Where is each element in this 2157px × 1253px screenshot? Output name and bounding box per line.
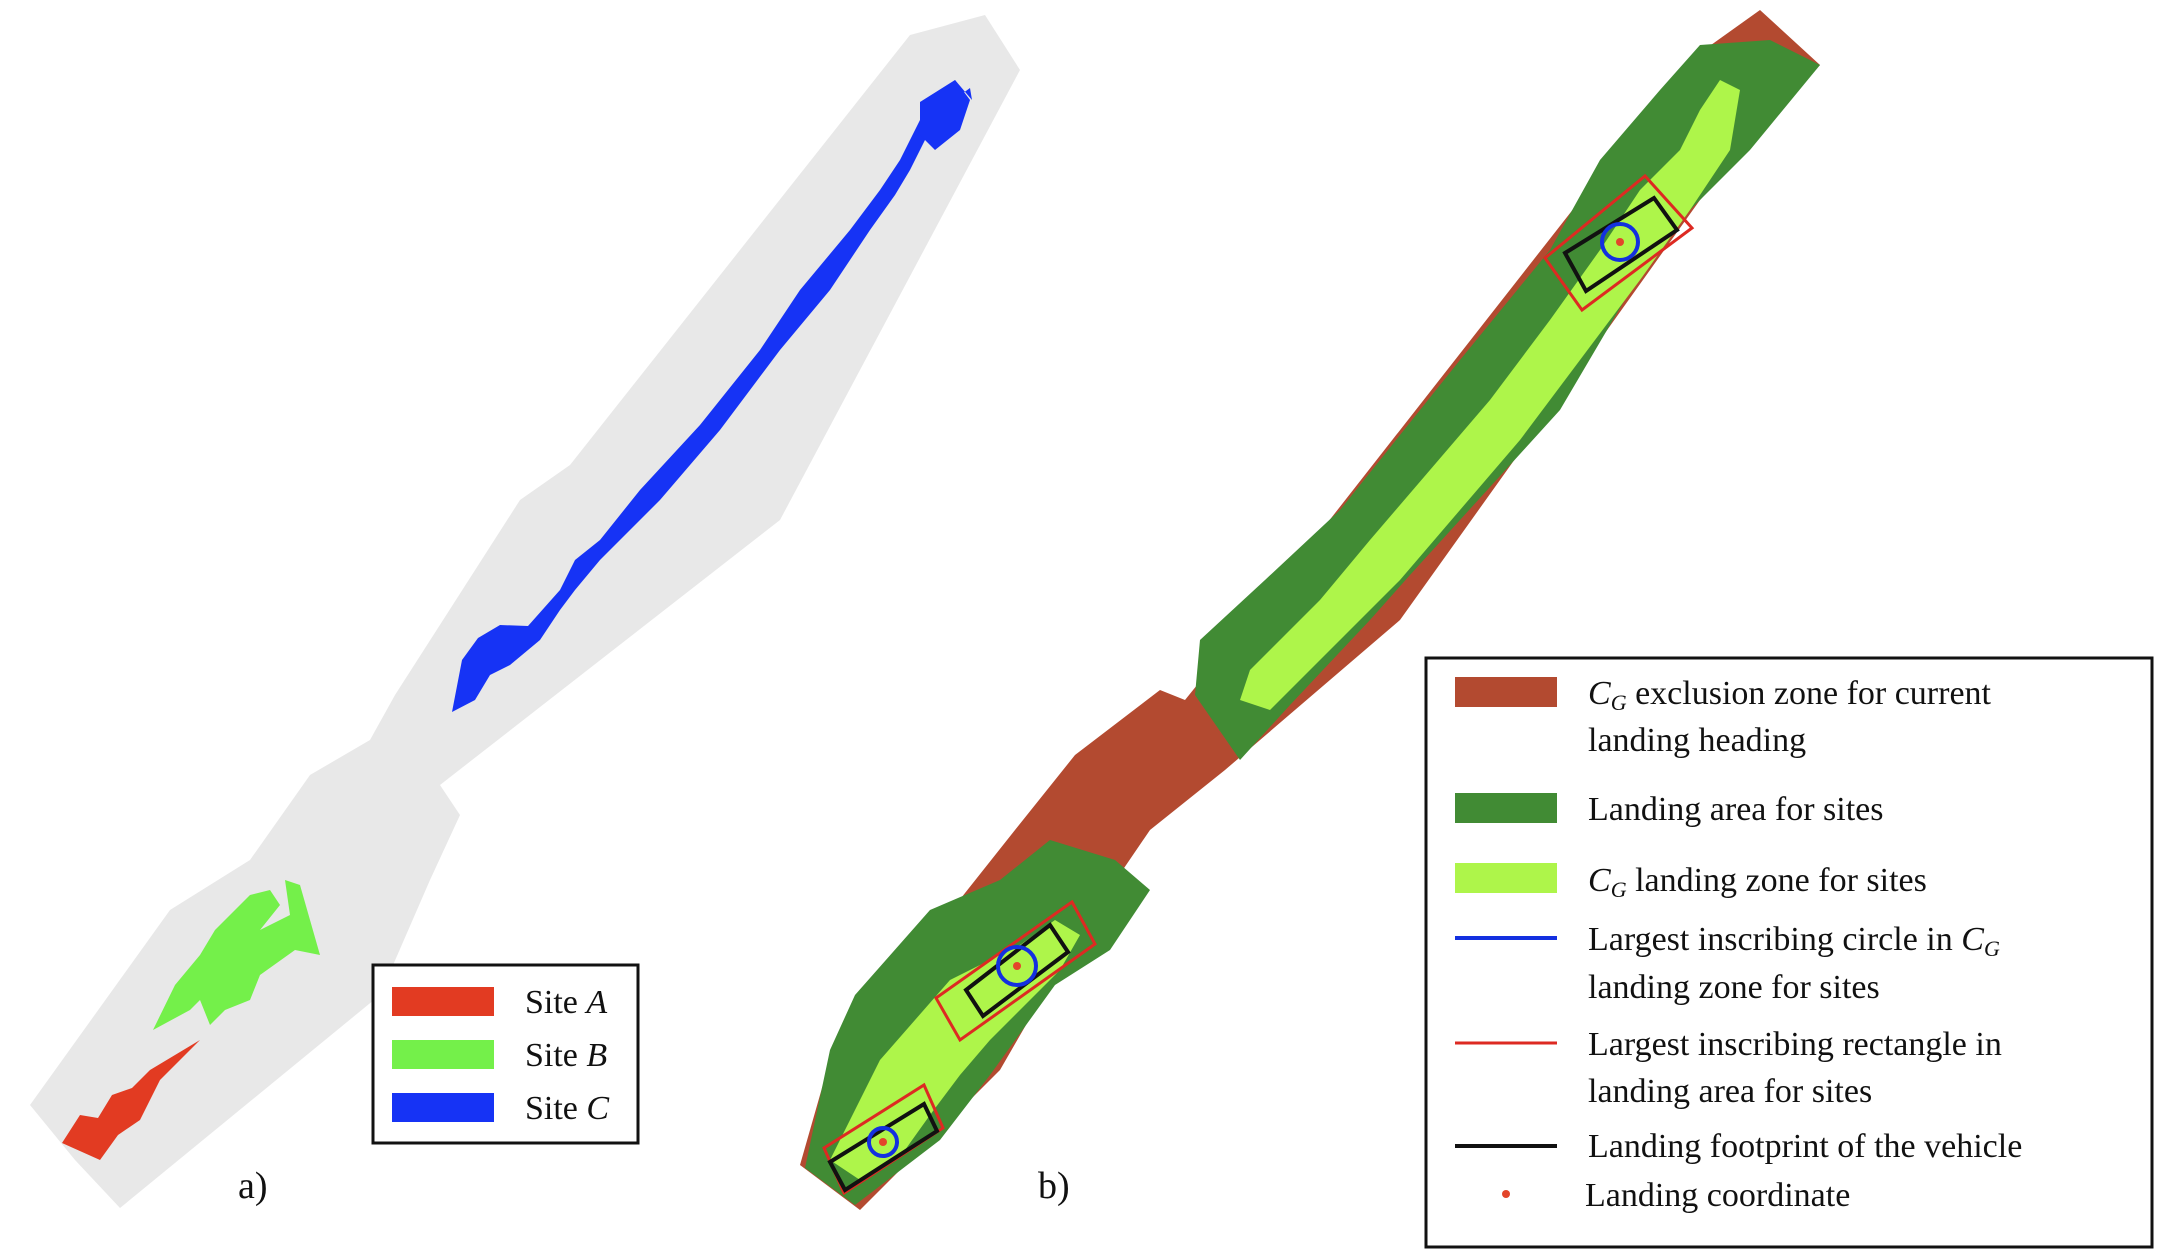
landing-coordinate-1 [879,1138,887,1146]
landing-coordinates [879,238,1624,1146]
site-c-hole [772,301,784,313]
inscribed-rectangle-3 [1542,173,1695,313]
legend-a: Site A Site B Site C [371,963,640,1145]
panel-a-label: a) [238,1165,268,1207]
legend-b-swatch-landing-area [1455,793,1557,823]
legend-b-label-landing-area: Landing area for sites [1588,791,1884,828]
landing-zone-2 [1240,80,1740,710]
legend-b-label-footprint: Landing footprint of the vehicle [1588,1128,2022,1165]
legend-b-box [1424,656,2154,1249]
legend-b-label-exclusion-line1: CG exclusion zone for current [1588,675,1992,715]
legend-b-swatch-landing-zone [1455,863,1557,893]
legend-b: CG exclusion zone for current landing he… [1424,656,2154,1249]
vehicle-footprint-1 [827,1101,940,1193]
legend-b-label-landing-zone: CG landing zone for sites [1588,862,1927,902]
legend-a-swatch-0 [392,987,494,1016]
legend-b-label-rectangle-line1: Largest inscribing rectangle in [1588,1026,2002,1063]
site-c-region [452,80,972,712]
inscribed-circle-2 [996,945,1038,987]
legend-b-swatch-exclusion [1455,677,1557,707]
legend-b-label-rectangle-line2: landing area for sites [1588,1073,1872,1110]
legend-b-label-circle-line1: Largest inscribing circle in CG [1588,921,2000,961]
legend-b-label-exclusion-line2: landing heading [1588,722,1806,759]
inscribed-circle-3 [1600,222,1640,262]
landing-coordinate-2 [1013,962,1021,970]
landing-coordinate-3 [1616,238,1624,246]
vehicle-footprint-3 [1562,195,1680,294]
inscribed-circles [867,222,1640,1158]
site-a-region [62,1040,200,1160]
legend-a-label-site-c: Site C [525,1090,609,1127]
legend-a-label-site-a: Site A [525,984,607,1021]
panel-b: CG exclusion zone for current landing he… [800,10,2154,1249]
legend-b-swatch-coordinate [1502,1190,1510,1198]
panel-b-label: b) [1038,1165,1070,1207]
site-c-region-top [920,80,970,150]
legend-b-label-coordinate: Landing coordinate [1585,1177,1850,1214]
legend-a-swatch-2 [392,1093,494,1122]
site-c-hole-2 [548,556,562,570]
terrain-strip-a [30,15,1020,1208]
legend-b-label-circle-line2: landing zone for sites [1588,969,1880,1006]
site-b-region [153,880,320,1030]
inscribed-circle-1 [867,1126,899,1158]
legend-a-swatch-1 [392,1040,494,1069]
panel-a: Site A Site B Site C a) [30,15,1020,1208]
legend-a-label-site-b: Site B [525,1037,607,1074]
inscribed-rectangle-2 [934,899,1097,1043]
